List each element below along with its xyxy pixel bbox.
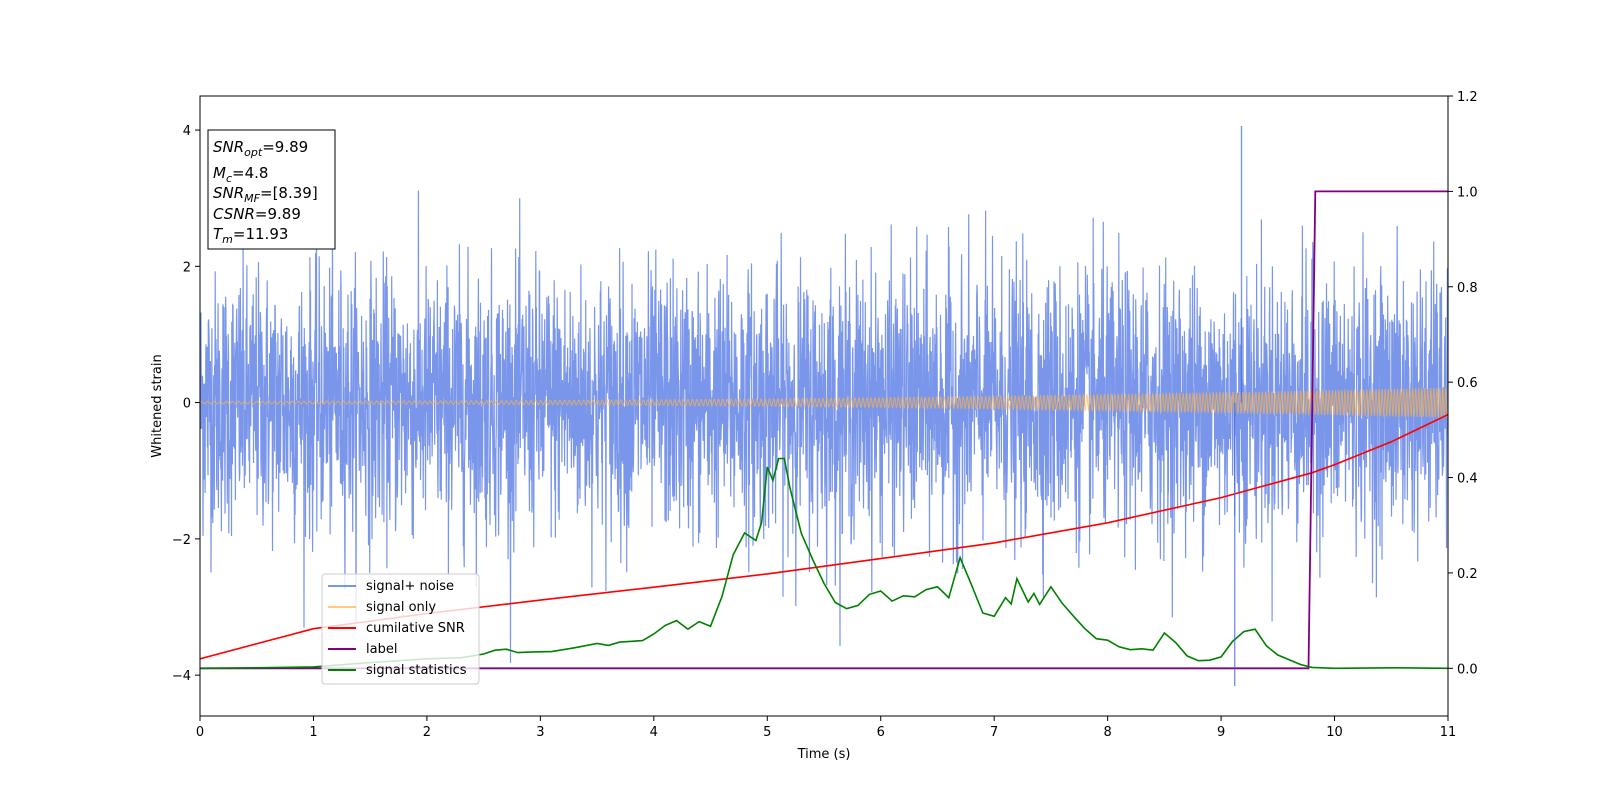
annotation-frame (207, 129, 336, 250)
x-tick-label: 6 (877, 725, 885, 740)
x-axis: 0 1 2 3 4 5 6 7 8 9 10 11 (196, 716, 1456, 740)
legend-label-signal-noise: signal+ noise (366, 579, 454, 594)
annotation-box: SNRopt=9.89 Mc=4.8 SNRMF=[8.39] CSNR=9.8… (207, 129, 336, 250)
x-tick-label: 8 (1103, 725, 1111, 740)
y-tick-label: −2 (172, 533, 191, 548)
legend: signal+ noise signal only cumilative SNR… (321, 573, 480, 685)
y2-tick-label: 0.2 (1457, 567, 1478, 582)
x-tick-label: 3 (536, 725, 544, 740)
legend-frame (321, 573, 480, 685)
y2-tick-label: 0.4 (1457, 472, 1478, 487)
y2-tick-label: 0.8 (1457, 281, 1478, 296)
series-signal-only (200, 386, 1448, 418)
x-tick-label: 0 (196, 725, 204, 740)
y-axis-right: 0.0 0.2 0.4 0.6 0.8 1.0 1.2 (1448, 90, 1478, 677)
legend-label-signal-statistics: signal statistics (366, 663, 467, 678)
y2-tick-label: 0.0 (1457, 662, 1478, 677)
y-axis-label: Whitened strain (150, 354, 165, 457)
x-tick-label: 2 (423, 725, 431, 740)
series-label (200, 190, 1448, 670)
x-tick-label: 9 (1217, 725, 1225, 740)
x-tick-label: 7 (990, 725, 998, 740)
y-axis-left: −4 −2 0 2 4 (172, 124, 200, 684)
x-tick-label: 5 (763, 725, 771, 740)
annotation-csnr: CSNR=9.89 (213, 205, 301, 223)
x-axis-label: Time (s) (797, 747, 851, 762)
y-tick-label: −4 (172, 669, 191, 684)
y-tick-label: 4 (183, 124, 191, 139)
x-tick-label: 4 (650, 725, 658, 740)
annotation-snr-mf: SNRMF=[8.39] (213, 184, 318, 205)
y-tick-label: 0 (183, 397, 191, 412)
x-tick-label: 1 (309, 725, 317, 740)
annotation-mc: Mc=4.8 (213, 164, 268, 185)
x-tick-label: 10 (1326, 725, 1343, 740)
annotation-tm: Tm=11.93 (213, 225, 288, 246)
annotation-snr-opt: SNRopt=9.89 (213, 138, 308, 159)
y2-tick-label: 1.2 (1457, 90, 1478, 105)
plot-frame (199, 95, 1449, 717)
legend-label-cumulative-snr: cumilative SNR (366, 621, 465, 636)
x-tick-label: 11 (1440, 725, 1457, 740)
y-tick-label: 2 (183, 260, 191, 275)
y2-tick-label: 1.0 (1457, 185, 1478, 200)
y2-tick-label: 0.6 (1457, 376, 1478, 391)
legend-label-label: label (366, 642, 397, 657)
series-signal-statistics (200, 457, 1448, 670)
legend-label-signal-only: signal only (366, 600, 436, 615)
